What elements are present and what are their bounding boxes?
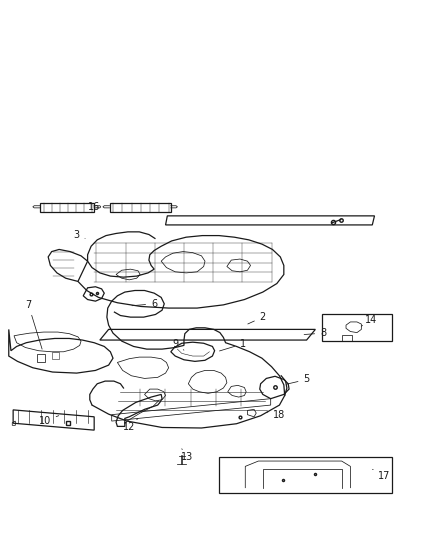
Text: 18: 18 — [267, 410, 286, 419]
Text: 7: 7 — [25, 300, 42, 349]
Text: 17: 17 — [373, 470, 391, 481]
Text: 12: 12 — [123, 418, 138, 432]
Bar — [37, 354, 45, 362]
Text: 9: 9 — [172, 339, 184, 350]
Text: 10: 10 — [39, 416, 59, 426]
Text: 8: 8 — [304, 328, 326, 338]
Text: 5: 5 — [286, 375, 310, 384]
Text: 14: 14 — [361, 315, 378, 326]
Text: 3: 3 — [74, 230, 85, 239]
Text: 6: 6 — [132, 299, 157, 309]
Bar — [342, 335, 352, 341]
Text: 13: 13 — [181, 449, 194, 462]
Text: 16: 16 — [88, 202, 100, 212]
Bar — [52, 352, 59, 359]
Text: 1: 1 — [219, 339, 246, 351]
Text: 2: 2 — [248, 312, 266, 324]
